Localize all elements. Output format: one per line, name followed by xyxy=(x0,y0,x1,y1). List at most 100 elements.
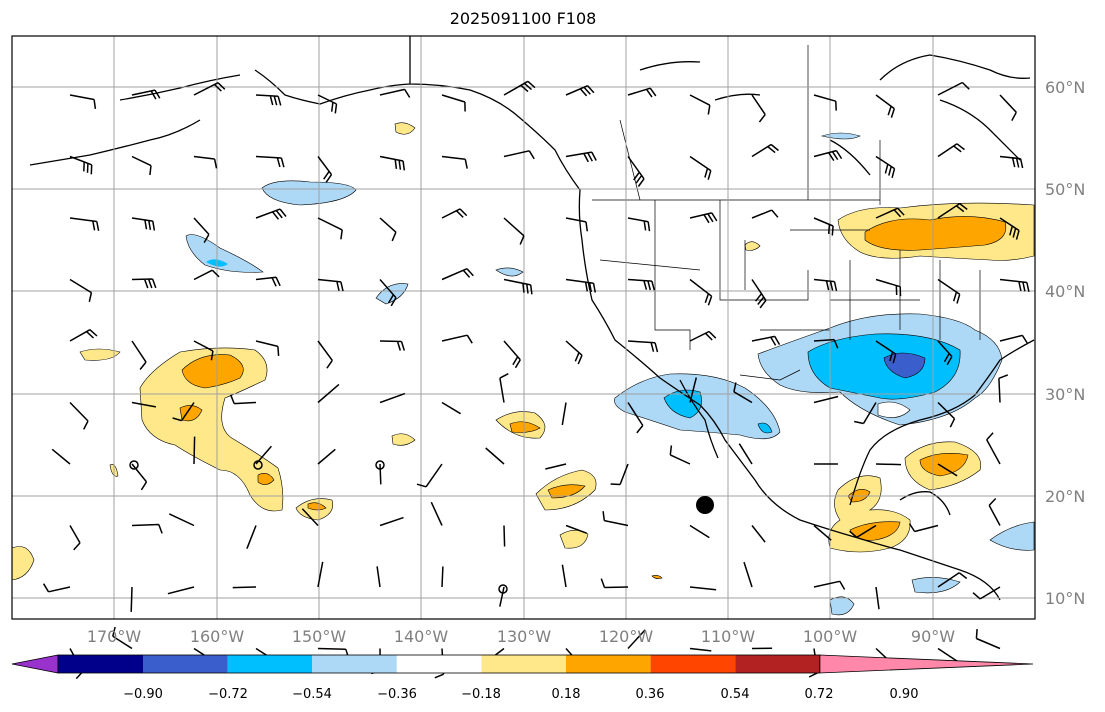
wind-barb xyxy=(689,330,717,342)
wind-barb xyxy=(565,85,595,97)
wind-barb xyxy=(937,340,953,366)
wind-barb xyxy=(813,278,838,292)
wind-barb xyxy=(69,329,98,342)
wind-barb xyxy=(751,335,781,346)
colorbar-frame xyxy=(57,654,821,674)
wind-barb xyxy=(999,155,1024,169)
lat-label: 40°N xyxy=(1045,282,1085,301)
wind-barb xyxy=(503,217,525,245)
wind-barb xyxy=(441,208,468,219)
wind-barb xyxy=(131,401,157,408)
wind-barb xyxy=(937,647,959,663)
wind-barb xyxy=(627,156,645,187)
wind-barb xyxy=(600,578,629,589)
wind-barb xyxy=(999,278,1030,292)
wind-barb xyxy=(69,217,100,231)
wind-barb xyxy=(499,373,509,403)
wind-barb xyxy=(131,155,152,176)
lon-label: 160°W xyxy=(190,627,245,646)
wind-barb xyxy=(565,151,597,163)
wind-barb xyxy=(503,525,506,547)
colorbar-swatch xyxy=(312,655,397,673)
lon-label: 110°W xyxy=(701,627,756,646)
wind-barb xyxy=(430,501,443,526)
wind-barb xyxy=(193,269,220,281)
wind-barb xyxy=(937,202,968,219)
wind-barb xyxy=(168,513,195,527)
wind-barb xyxy=(602,511,629,527)
wind-barb xyxy=(875,278,902,297)
lon-label: 140°W xyxy=(394,627,449,646)
wind-barb xyxy=(738,443,753,465)
wind-barb xyxy=(875,340,897,364)
wind-barb xyxy=(813,580,846,590)
lat-label: 30°N xyxy=(1045,385,1085,404)
wind-barb xyxy=(376,566,381,588)
colorbar-label: 0.90 xyxy=(890,687,919,702)
wind-barb xyxy=(379,392,406,404)
lat-label: 50°N xyxy=(1045,180,1085,199)
colorbar-swatch xyxy=(396,655,482,673)
wind-barb xyxy=(937,81,970,96)
wind-barb xyxy=(441,155,468,169)
colorbar xyxy=(11,654,1034,674)
wind-barb xyxy=(379,516,404,527)
wind-barb xyxy=(193,340,214,361)
wind-barb xyxy=(69,94,97,110)
wind-barb xyxy=(565,524,587,534)
wind-barb xyxy=(565,217,589,232)
wind-barb xyxy=(937,143,965,158)
colorbar-swatch xyxy=(227,655,313,673)
wind-barb xyxy=(751,94,766,123)
lon-label: 120°W xyxy=(599,627,654,646)
wind-barb xyxy=(499,586,505,607)
wind-barb xyxy=(301,508,319,527)
lat-label: 60°N xyxy=(1045,78,1085,97)
wind-barb xyxy=(51,448,71,465)
wind-barb xyxy=(627,629,646,650)
wind-barb xyxy=(999,217,1020,240)
wind-barb xyxy=(246,525,257,549)
wind-barb xyxy=(255,276,281,287)
wind-barb xyxy=(813,94,837,111)
colorbar-swatch xyxy=(143,655,228,673)
wind-barb xyxy=(503,278,533,295)
wind-barb xyxy=(689,377,698,403)
wind-barb xyxy=(416,463,443,488)
wind-barb xyxy=(627,340,659,353)
wind-barb xyxy=(379,88,411,98)
wind-barb xyxy=(813,149,843,162)
wind-barb xyxy=(441,334,473,344)
wind-barb xyxy=(131,89,161,100)
wind-barb xyxy=(689,94,711,115)
wind-barb xyxy=(561,564,567,588)
wind-barb xyxy=(232,586,257,589)
wind-barb xyxy=(610,463,629,486)
colorbar-label: −0.36 xyxy=(377,687,417,702)
wind-barb xyxy=(627,217,651,232)
wind-barb xyxy=(379,463,382,485)
wind-barb xyxy=(42,583,71,593)
wind-barb xyxy=(751,525,766,543)
wind-barb xyxy=(503,340,521,369)
wind-barb xyxy=(441,94,466,112)
colorbar-label: 0.54 xyxy=(721,687,750,702)
wind-barb xyxy=(565,278,597,293)
wind-barb xyxy=(972,586,1001,600)
wind-barb xyxy=(317,383,340,404)
wind-barb xyxy=(503,80,536,96)
longitude-labels: 170°W 160°W 150°W 140°W 130°W 120°W 110°… xyxy=(87,627,955,646)
wind-barb xyxy=(689,524,710,539)
wind-barb xyxy=(669,445,691,465)
wind-barb xyxy=(112,626,133,650)
wind-barb xyxy=(689,647,712,652)
colorbar-labels: −0.90 −0.72 −0.54 −0.36 −0.18 0.18 0.36 … xyxy=(123,687,918,702)
wind-barb xyxy=(689,278,713,306)
lon-label: 90°W xyxy=(911,627,955,646)
wind-barb xyxy=(689,212,718,224)
wind-barb xyxy=(379,155,406,171)
colorbar-label: −0.72 xyxy=(208,687,248,702)
lat-label: 10°N xyxy=(1045,589,1085,608)
colorbar-label: 0.18 xyxy=(552,687,581,702)
lon-label: 150°W xyxy=(292,627,347,646)
